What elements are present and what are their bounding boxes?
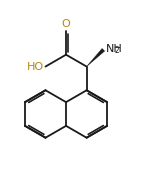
- Text: HO: HO: [26, 62, 44, 72]
- Text: NH: NH: [106, 44, 123, 54]
- Text: O: O: [62, 18, 70, 28]
- Polygon shape: [87, 49, 105, 67]
- Text: 2: 2: [115, 46, 119, 55]
